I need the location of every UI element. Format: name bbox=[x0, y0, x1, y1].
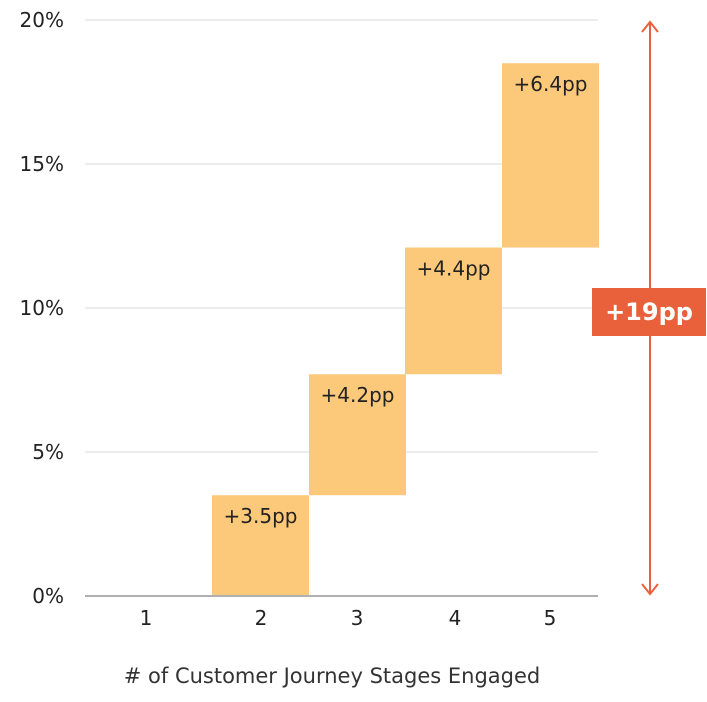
y-tick-label: 0% bbox=[32, 584, 64, 608]
arrow-down-icon bbox=[641, 583, 659, 596]
x-tick-label: 3 bbox=[351, 606, 364, 630]
total-annotation: +19pp bbox=[592, 20, 706, 596]
x-axis-label: # of Customer Journey Stages Engaged bbox=[124, 664, 540, 688]
x-axis-ticks: 1 2 3 4 5 bbox=[140, 606, 557, 630]
data-label: +3.5pp bbox=[224, 504, 298, 528]
x-tick-label: 4 bbox=[449, 606, 462, 630]
data-label: +4.2pp bbox=[321, 383, 395, 407]
x-tick-label: 1 bbox=[140, 606, 153, 630]
y-tick-label: 10% bbox=[20, 296, 64, 320]
data-label: +4.4pp bbox=[417, 257, 491, 281]
bar bbox=[212, 495, 309, 596]
bar bbox=[502, 63, 599, 248]
y-axis-ticks: 0% 5% 10% 15% 20% bbox=[20, 8, 64, 608]
x-tick-label: 2 bbox=[255, 606, 268, 630]
bars: +3.5pp +4.2pp +4.4pp +6.4pp bbox=[212, 63, 599, 596]
total-badge bbox=[592, 288, 706, 336]
y-tick-label: 15% bbox=[20, 152, 64, 176]
total-badge-label: +19pp bbox=[605, 298, 693, 326]
x-tick-label: 5 bbox=[544, 606, 557, 630]
bar bbox=[309, 374, 406, 496]
bar bbox=[405, 247, 502, 375]
y-tick-label: 5% bbox=[32, 440, 64, 464]
y-tick-label: 20% bbox=[20, 8, 64, 32]
data-label: +6.4pp bbox=[514, 72, 588, 96]
arrow-up-icon bbox=[641, 20, 659, 33]
